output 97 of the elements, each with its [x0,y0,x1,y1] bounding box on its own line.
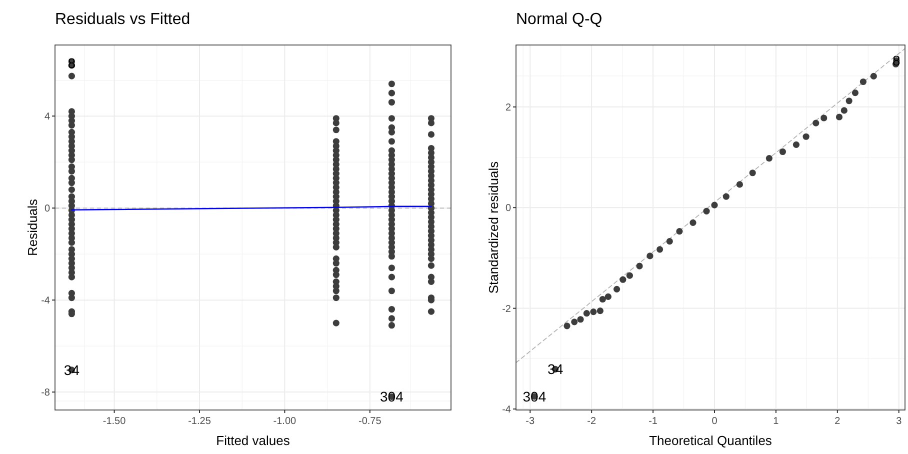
point [332,260,340,267]
y-axis-title: Residuals [25,198,40,256]
point [388,274,395,280]
point [332,126,340,134]
x-tick-label: 0 [712,416,718,427]
point [820,114,828,122]
point [388,90,395,96]
point [68,156,75,164]
x-tick-label: -1 [648,416,658,427]
point [332,320,340,326]
point [332,288,340,294]
x-axis-title: Theoretical Quantiles [649,433,772,448]
point [388,288,395,294]
point [703,208,710,214]
point [766,154,772,162]
point [428,255,435,262]
y-tick-label: 0 [44,204,50,215]
y-tick-label: -4 [41,296,50,307]
x-axis-title: Fitted values [216,433,290,448]
point [388,138,395,145]
point [68,168,75,175]
point [870,72,877,80]
point [792,141,800,148]
point [646,252,654,260]
point [564,322,570,330]
point [68,239,75,246]
point [590,308,597,316]
chart-title: Normal Q-Q [516,11,602,28]
point [68,294,75,302]
point [613,286,620,292]
point [428,308,435,315]
point [388,80,395,88]
point [68,179,75,186]
x-tick-label: -3 [526,416,536,427]
point [571,318,578,326]
point [388,115,395,122]
y-tick-label: -4 [502,404,512,416]
point [596,308,604,314]
point [736,181,743,188]
x-tick-label: -0.75 [358,416,382,427]
y-axis-title: Standardized residuals [486,160,501,294]
point [620,276,626,283]
point [68,186,75,193]
point [428,131,435,138]
point [812,120,820,126]
point [583,310,590,317]
x-tick-label: -1.25 [188,416,212,427]
point [68,122,75,129]
point [779,148,786,156]
point [428,278,435,285]
point [599,296,606,303]
chart-title: Residuals vs Fitted [55,11,190,28]
y-tick-label: -2 [502,304,512,315]
y-tick-label: 0 [505,203,512,214]
point [68,274,75,280]
point [852,90,859,96]
point [332,120,340,126]
point [840,107,848,114]
point [626,272,633,279]
point [332,271,340,278]
point [836,114,843,120]
point [332,294,340,302]
point [332,244,340,250]
point [428,120,435,126]
point [860,78,867,86]
point [636,262,643,270]
y-tick-label: 2 [505,102,512,114]
y-tick-label: 4 [44,112,50,123]
point [666,238,673,245]
point [656,246,664,253]
x-tick-label: -2 [587,416,596,427]
point [388,98,395,106]
annotation: 304 [522,388,546,404]
x-tick-label: 1 [773,416,780,427]
point [577,316,584,323]
point [846,98,852,104]
x-tick-label: 2 [834,416,841,427]
point [722,193,730,200]
point [802,133,810,140]
point [388,128,395,136]
y-tick-label: -8 [41,388,50,399]
point [388,306,395,313]
annotation: 34 [64,362,80,378]
x-tick-label: 3 [896,416,902,427]
point [690,219,696,226]
point [711,202,718,208]
point [388,264,395,272]
point [428,262,435,269]
point [68,72,75,80]
x-tick-label: -1.50 [102,416,126,427]
point [388,322,395,329]
x-tick-label: -1.00 [273,416,297,427]
point [388,253,395,260]
point [604,293,612,300]
point [388,315,395,322]
point [676,228,683,235]
point [749,170,756,176]
